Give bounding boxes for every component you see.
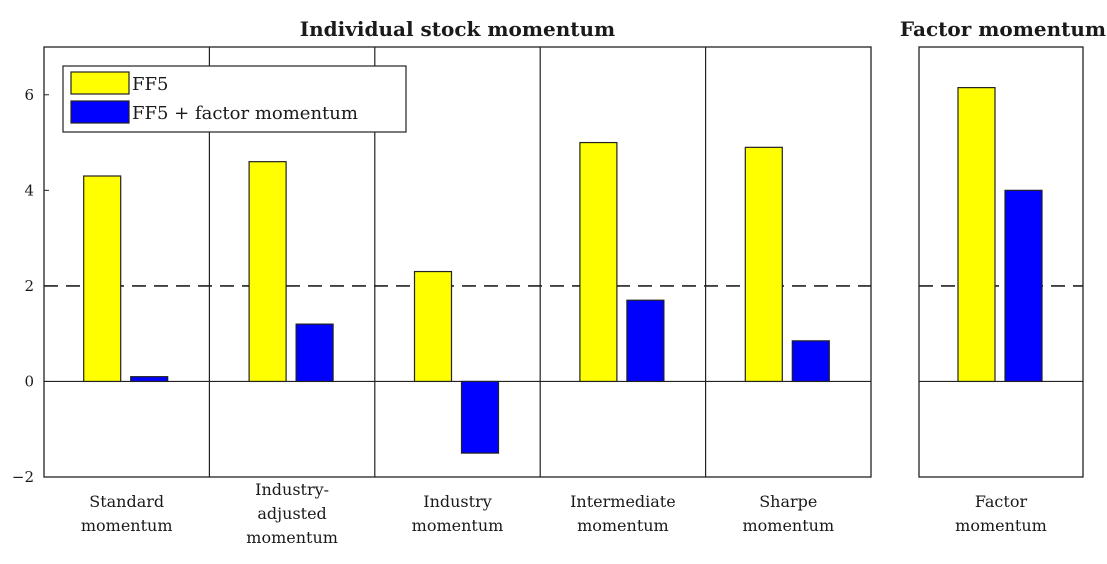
y-tick-label: 2 (24, 277, 34, 295)
bar-ff5-factor-momentum (130, 376, 169, 383)
bar-ff5-factor-momentum (295, 323, 334, 383)
panel-title: Individual stock momentum (300, 17, 615, 41)
bar-ff5 (248, 161, 287, 383)
bar-ff5 (579, 141, 618, 383)
bar-ff5 (413, 270, 453, 383)
legend-label: FF5 + factor momentum (132, 103, 358, 124)
bar-ff5-factor-momentum (791, 340, 830, 383)
y-tick-label: 6 (24, 86, 34, 104)
category-label: Industry-adjusted momentum (246, 480, 338, 547)
category-label: Industry momentum (412, 492, 504, 535)
bar-ff5 (744, 146, 783, 383)
category-label: Intermediate momentum (570, 492, 676, 535)
bar-ff5-factor-momentum (1004, 189, 1043, 383)
bar-ff5-factor-momentum (460, 380, 500, 454)
bar-ff5-factor-momentum (626, 299, 665, 383)
y-tick-label: −2 (12, 468, 34, 486)
panel-frame (918, 46, 1084, 478)
legend-swatch-ff5-factor-momentum (70, 100, 130, 124)
legend-label: FF5 (132, 74, 168, 95)
bar-ff5 (957, 87, 996, 383)
panel-title: Factor momentum (900, 17, 1106, 41)
bar-ff5 (83, 175, 122, 383)
y-tick-label: 4 (24, 181, 34, 199)
y-tick-label: 0 (24, 372, 34, 390)
legend-swatch-ff5 (70, 71, 130, 95)
category-label: Standard momentum (81, 492, 173, 535)
panel-frame (43, 46, 872, 478)
category-label: Factor momentum (955, 492, 1047, 535)
category-label: Sharpe momentum (742, 492, 834, 535)
